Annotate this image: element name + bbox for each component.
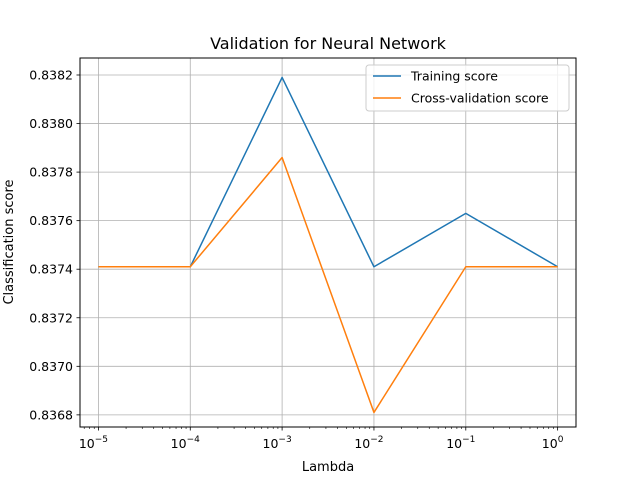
x-tick-label: 100 [542,435,564,451]
y-tick-label: 0.8372 [29,310,73,325]
chart-title: Validation for Neural Network [210,34,447,53]
series-lines [98,76,559,414]
x-tick-label: 10−3 [263,435,292,451]
x-tick-label: 10−1 [446,435,475,451]
y-axis-label: Classification score [2,179,17,304]
series-line-cross-validation-score [98,156,558,414]
legend-box [365,64,570,112]
plot-area-frame [79,57,577,428]
x-tick-label: 10−5 [79,435,108,451]
x-tick-label: 10−2 [354,435,383,451]
y-tick-label: 0.8378 [29,165,73,180]
grid-lines [80,58,576,427]
legend-label-training-score: Training score [410,69,498,84]
y-tick-label: 0.8368 [29,407,73,422]
x-axis-ticks: 10−5 10−4 10−3 10−2 10−1 100 [79,427,564,451]
y-tick-label: 0.8380 [29,116,73,131]
x-axis-label: Lambda [302,460,354,475]
x-tick-label: 10−4 [171,435,200,451]
y-tick-label: 0.8374 [29,262,73,277]
y-tick-label: 0.8382 [29,67,73,82]
legend-label-cross-validation-score: Cross-validation score [411,91,549,106]
y-tick-label: 0.8370 [29,359,73,374]
y-tick-label: 0.8376 [29,213,73,228]
legend: Training score Cross-validation score [365,64,570,112]
y-axis-ticks: 0.8368 0.8370 0.8372 0.8374 0.8376 0.8378 0.83… [29,67,80,422]
